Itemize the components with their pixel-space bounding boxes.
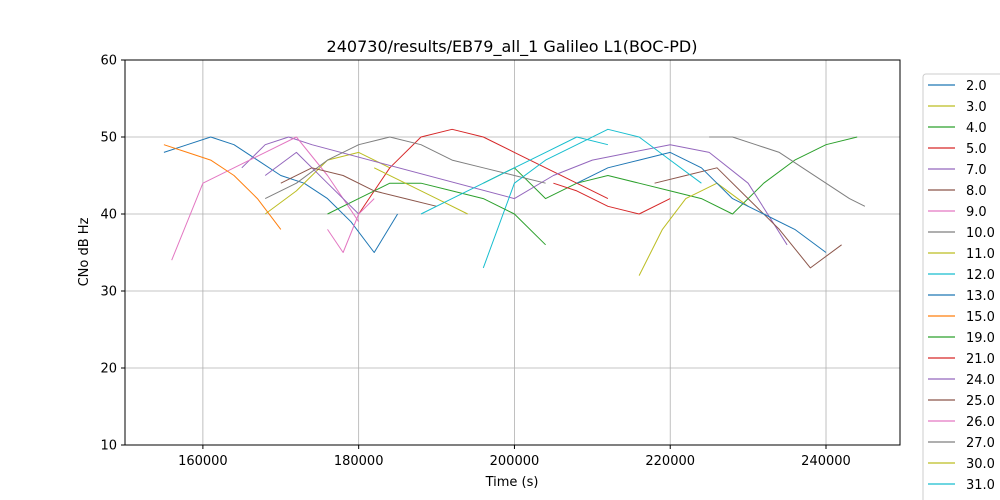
y-tick-label: 50 bbox=[100, 131, 117, 146]
series-line bbox=[553, 182, 671, 215]
legend-label: 25.0 bbox=[966, 394, 995, 409]
series-line bbox=[327, 198, 375, 253]
legend-label: 2.0 bbox=[966, 79, 987, 94]
series-line bbox=[709, 136, 866, 207]
legend-label: 19.0 bbox=[966, 331, 995, 346]
series-line bbox=[264, 136, 546, 200]
plot-frame bbox=[124, 59, 901, 446]
axis-ticks: 160000 180000 200000 220000 240000 10 20 30 40 50… bbox=[100, 54, 850, 470]
series-line bbox=[358, 128, 609, 215]
legend-label: 21.0 bbox=[966, 352, 995, 367]
series-line bbox=[241, 136, 788, 246]
legend: 2.0 3.0 4.0 5.0 7.0 8.0 9.0 10.0 11.0 12.0 13.0 15.… bbox=[922, 73, 1000, 500]
legend-label: 11.0 bbox=[966, 247, 995, 262]
y-tick-label: 40 bbox=[100, 208, 117, 223]
y-axis-label: CNo dB Hz bbox=[77, 217, 92, 286]
legend-label: 12.0 bbox=[966, 268, 995, 283]
x-tick-label: 180000 bbox=[334, 454, 384, 469]
x-tick-label: 160000 bbox=[178, 454, 228, 469]
series-line bbox=[264, 151, 360, 215]
legend-label: 31.0 bbox=[966, 478, 995, 493]
series-line bbox=[163, 136, 399, 253]
legend-label: 30.0 bbox=[966, 457, 995, 472]
series-line bbox=[654, 167, 842, 269]
x-tick-label: 220000 bbox=[645, 454, 695, 469]
y-tick-label: 60 bbox=[100, 54, 117, 69]
series-line bbox=[280, 167, 437, 207]
series-layer bbox=[163, 128, 866, 276]
x-axis-label: Time (s) bbox=[485, 475, 539, 490]
series-line bbox=[171, 136, 360, 261]
legend-label: 27.0 bbox=[966, 436, 995, 451]
series-line bbox=[327, 182, 546, 246]
legend-label: 24.0 bbox=[966, 373, 995, 388]
y-tick-label: 30 bbox=[100, 285, 117, 300]
y-tick-label: 20 bbox=[100, 362, 117, 377]
series-line bbox=[373, 167, 468, 215]
legend-label: 13.0 bbox=[966, 289, 995, 304]
legend-label: 5.0 bbox=[966, 142, 987, 157]
series-line bbox=[576, 151, 827, 253]
legend-label: 9.0 bbox=[966, 205, 987, 220]
y-tick-label: 10 bbox=[100, 439, 117, 454]
x-tick-label: 240000 bbox=[801, 454, 851, 469]
legend-label: 10.0 bbox=[966, 226, 995, 241]
chart-title: 240730/results/EB79_all_1 Galileo L1(BOC… bbox=[327, 37, 698, 57]
x-tick-label: 200000 bbox=[490, 454, 540, 469]
series-line bbox=[483, 136, 858, 215]
series-line bbox=[482, 128, 702, 269]
gridlines bbox=[125, 59, 900, 446]
legend-label: 3.0 bbox=[966, 100, 987, 115]
legend-label: 4.0 bbox=[966, 121, 987, 136]
series-line bbox=[163, 144, 282, 230]
legend-label: 7.0 bbox=[966, 163, 987, 178]
legend-label: 15.0 bbox=[966, 310, 995, 325]
legend-label: 8.0 bbox=[966, 184, 987, 199]
legend-label: 26.0 bbox=[966, 415, 995, 430]
series-line bbox=[638, 182, 749, 276]
legend-box bbox=[922, 73, 1000, 500]
series-line bbox=[420, 136, 609, 215]
